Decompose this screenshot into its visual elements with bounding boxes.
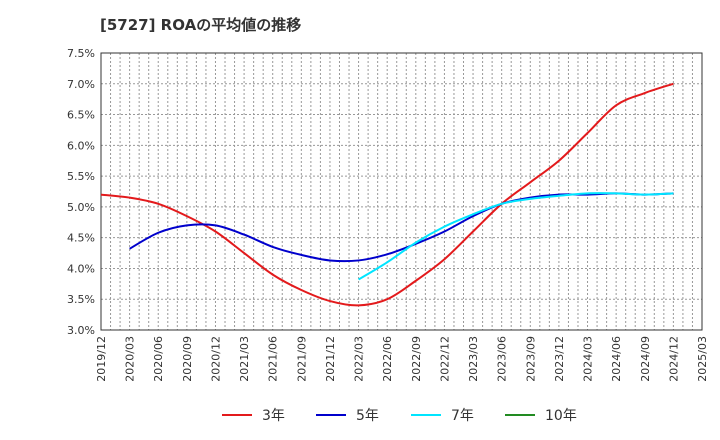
legend-item-3yr: 3年 (222, 405, 285, 425)
legend-item-5yr: 5年 (316, 405, 379, 425)
x-tick-label: 2020/09 (181, 336, 194, 382)
x-tick-label: 2022/06 (381, 336, 394, 382)
y-tick-label: 6.5% (67, 109, 95, 122)
x-tick-label: 2020/12 (209, 336, 222, 382)
y-tick-label: 5.0% (67, 201, 95, 214)
y-tick-label: 7.0% (67, 78, 95, 91)
x-tick-label: 2021/09 (295, 336, 308, 382)
x-tick-label: 2024/09 (639, 336, 652, 382)
x-tick-label: 2024/12 (667, 336, 680, 382)
legend-item-7yr: 7年 (411, 405, 474, 425)
legend-label-5yr: 5年 (356, 408, 379, 424)
plot-area (101, 53, 702, 330)
x-tick-label: 2022/03 (353, 336, 366, 382)
series-line-2 (358, 192, 674, 281)
x-tick-label: 2021/06 (267, 336, 280, 382)
legend-swatch-7yr (411, 414, 441, 416)
y-tick-label: 3.0% (67, 324, 95, 337)
legend-label-7yr: 7年 (451, 408, 474, 424)
x-tick-label: 2020/06 (152, 336, 165, 382)
legend-label-3yr: 3年 (262, 408, 285, 424)
x-tick-label: 2021/12 (324, 336, 337, 382)
x-tick-label: 2023/06 (496, 336, 509, 382)
legend-swatch-10yr (505, 414, 535, 416)
x-tick-label: 2023/12 (553, 336, 566, 382)
legend-swatch-5yr (316, 414, 346, 416)
x-tick-label: 2023/03 (467, 336, 480, 382)
series-line-1 (129, 192, 674, 263)
x-tick-label: 2020/03 (124, 336, 137, 382)
y-tick-label: 5.5% (67, 170, 95, 183)
x-tick-label: 2024/03 (582, 336, 595, 382)
y-tick-label: 4.0% (67, 262, 95, 275)
x-tick-label: 2024/06 (610, 336, 623, 382)
x-tick-label: 2021/03 (238, 336, 251, 382)
x-tick-label: 2019/12 (95, 336, 108, 382)
x-tick-label: 2023/09 (524, 336, 537, 382)
x-tick-label: 2022/12 (438, 336, 451, 382)
x-tick-label: 2022/09 (410, 336, 423, 382)
y-tick-label: 3.5% (67, 293, 95, 306)
legend-item-10yr: 10年 (505, 405, 577, 425)
y-tick-label: 7.5% (67, 47, 95, 60)
legend-swatch-3yr (222, 414, 252, 416)
chart-title: [5727] ROAの平均値の推移 (100, 16, 302, 34)
y-tick-label: 4.5% (67, 232, 95, 245)
x-tick-label: 2025/03 (696, 336, 709, 382)
y-tick-label: 6.0% (67, 139, 95, 152)
legend-label-10yr: 10年 (545, 408, 577, 424)
series-line-0 (100, 82, 674, 307)
plot-frame (100, 52, 703, 331)
